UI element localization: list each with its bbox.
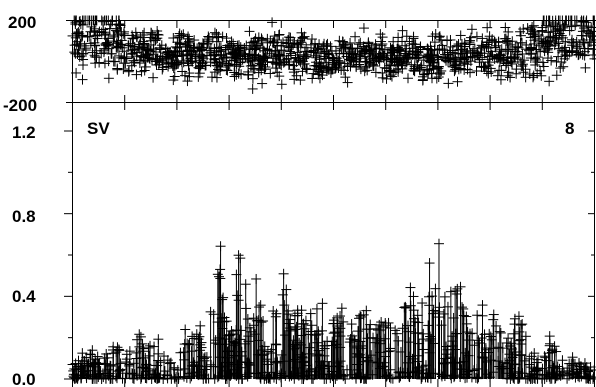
sv-points	[67, 238, 596, 384]
residual-ytick-label-bottom: -200	[3, 96, 37, 115]
residual-axis-ticks	[66, 20, 543, 103]
sv-panel: SV 8 1.2 0.8 0.4 0.0	[12, 102, 596, 387]
residual-points	[67, 15, 596, 94]
residual-panel: 200 -200	[3, 13, 596, 115]
residual-ytick-label-top: 200	[8, 13, 36, 32]
